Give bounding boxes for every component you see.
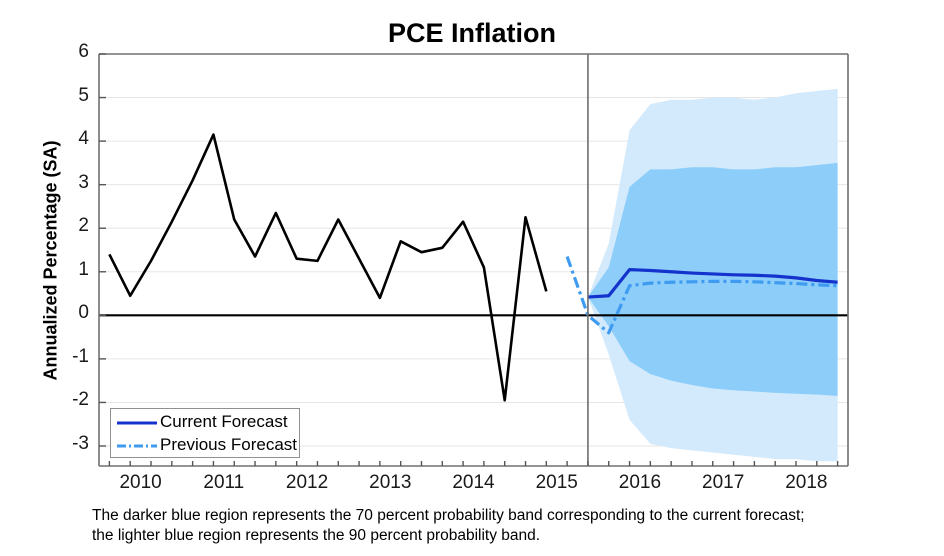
probability-band-70 (587, 162, 838, 396)
legend: Current Forecast Previous Forecast (110, 408, 300, 458)
series-line-current-forecast (587, 268, 838, 299)
y-tick-label--3: -3 (72, 433, 89, 454)
legend-item-current-forecast: Current Forecast (116, 410, 288, 434)
x-tick-label-2014: 2014 (452, 472, 495, 493)
x-tick-label-2012: 2012 (285, 472, 329, 493)
y-tick-label-5: 5 (78, 84, 89, 106)
legend-label-current-forecast: Current Forecast (160, 412, 288, 431)
x-tick-label-2015: 2015 (535, 472, 578, 493)
legend-swatch-current-forecast (116, 416, 158, 428)
chart-caption: The darker blue region represents the 70… (92, 506, 892, 546)
y-tick-label-4: 4 (78, 128, 89, 150)
chart-title: PCE Inflation (388, 18, 556, 48)
y-tick-label-6: 6 (78, 41, 89, 62)
legend-swatch-previous-forecast (116, 439, 158, 451)
caption-line-1: The darker blue region represents the 70… (92, 507, 805, 524)
y-tick-label-2: 2 (78, 215, 89, 237)
series-line-previous-forecast (565, 255, 838, 335)
x-tick-label-2017: 2017 (702, 472, 745, 493)
series-line-history (108, 133, 548, 402)
y-tick-label-0: 0 (78, 302, 89, 324)
y-tick-label--1: -1 (72, 345, 89, 367)
legend-label-previous-forecast: Previous Forecast (160, 435, 297, 454)
x-tick-label-2018: 2018 (785, 472, 828, 493)
x-tick-label-2016: 2016 (618, 472, 662, 493)
y-tick-label-3: 3 (78, 171, 89, 193)
y-tick-label--2: -2 (72, 389, 89, 411)
x-tick-label-2013: 2013 (369, 472, 412, 493)
x-tick-label-2011: 2011 (203, 472, 245, 493)
caption-line-2: the lighter blue region represents the 9… (92, 527, 541, 544)
legend-item-previous-forecast: Previous Forecast (116, 433, 297, 457)
x-tick-label-2010: 2010 (119, 472, 162, 493)
y-tick-label-1: 1 (78, 258, 89, 280)
